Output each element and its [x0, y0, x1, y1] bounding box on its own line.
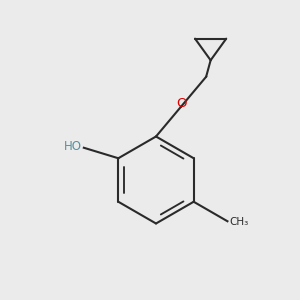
Text: O: O	[177, 97, 187, 110]
Text: HO: HO	[64, 140, 82, 153]
Text: CH₃: CH₃	[229, 217, 248, 226]
